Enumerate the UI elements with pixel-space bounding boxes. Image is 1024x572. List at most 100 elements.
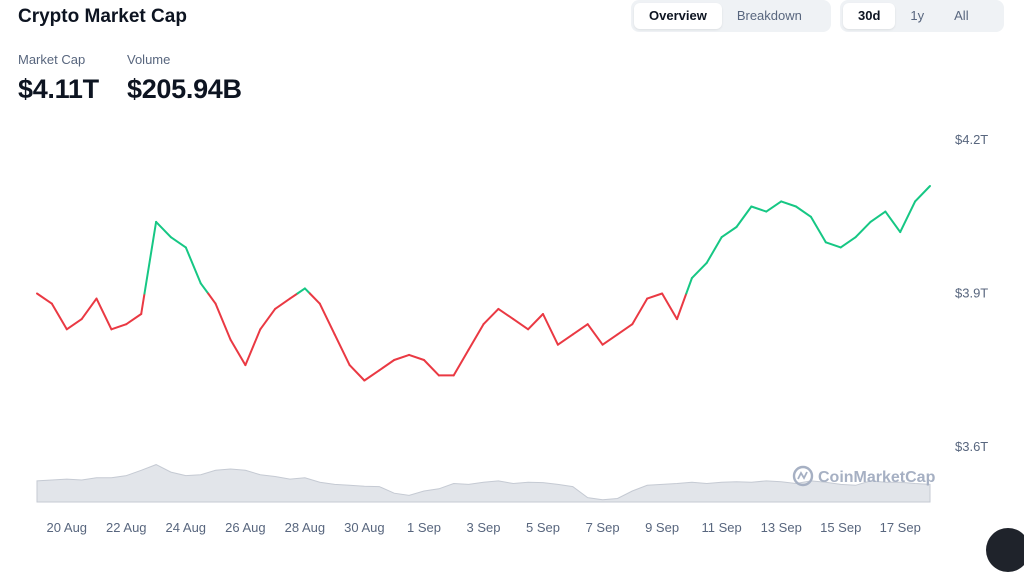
line-segment xyxy=(586,323,604,346)
y-tick-label: $3.9T xyxy=(955,286,988,301)
line-segment xyxy=(229,338,247,367)
watermark-text: CoinMarketCap xyxy=(818,469,936,486)
line-segment xyxy=(556,333,574,346)
line-segment xyxy=(408,353,425,361)
x-tick-label: 28 Aug xyxy=(285,520,326,535)
x-tick-label: 7 Sep xyxy=(586,520,620,535)
line-segment xyxy=(308,292,321,305)
line-segment xyxy=(140,292,146,315)
line-segment xyxy=(333,333,351,367)
line-segment xyxy=(318,302,336,336)
x-axis: 20 Aug 22 Aug 24 Aug 26 Aug 28 Aug 30 Aug 1 Se… xyxy=(47,520,921,535)
view-segmented-control: Overview Breakdown xyxy=(631,0,831,32)
line-segment xyxy=(631,297,649,326)
y-axis: $4.2T $3.9T $3.6T xyxy=(955,132,988,454)
line-segment xyxy=(646,292,664,300)
tab-breakdown[interactable]: Breakdown xyxy=(736,8,802,23)
line-segment xyxy=(839,236,857,249)
line-segment xyxy=(244,328,262,367)
y-tick-label: $4.2T xyxy=(955,132,988,147)
market-cap-chart[interactable]: $4.2T $3.9T $3.6T 20 Aug 22 Aug 24 Aug 26 Aug… xyxy=(0,0,1024,543)
line-segment xyxy=(780,200,797,208)
x-tick-label: 22 Aug xyxy=(106,520,147,535)
line-segment xyxy=(363,369,381,382)
line-segment xyxy=(143,220,158,295)
line-segment xyxy=(452,348,470,377)
line-segment xyxy=(393,353,411,361)
line-segment xyxy=(869,210,887,223)
line-segment xyxy=(110,323,128,331)
volume-value: $205.94B xyxy=(127,74,242,104)
y-tick-label: $3.6T xyxy=(955,439,988,454)
market-cap-label: Market Cap xyxy=(18,52,86,67)
line-segment xyxy=(207,292,217,305)
line-segment xyxy=(303,287,311,295)
line-segment xyxy=(296,287,306,295)
line-segment xyxy=(914,185,931,203)
line-segment xyxy=(809,215,827,244)
line-segment xyxy=(512,318,530,331)
line-segment xyxy=(795,205,812,218)
x-tick-label: 3 Sep xyxy=(467,520,501,535)
line-segment xyxy=(482,307,500,326)
line-segment xyxy=(199,282,210,295)
x-tick-label: 15 Sep xyxy=(820,520,861,535)
line-segment xyxy=(125,313,143,326)
line-segment xyxy=(527,313,544,331)
market-cap-value: $4.11T xyxy=(18,74,99,104)
line-segment xyxy=(50,302,68,331)
line-segment xyxy=(750,205,768,213)
line-segment xyxy=(824,241,842,249)
line-segment xyxy=(571,323,589,336)
line-segment xyxy=(616,323,634,336)
coinmarketcap-logo-icon xyxy=(792,465,814,487)
x-tick-label: 26 Aug xyxy=(225,520,266,535)
line-segment xyxy=(378,359,396,372)
x-tick-label: 30 Aug xyxy=(344,520,385,535)
chat-fab-button[interactable] xyxy=(986,528,1024,572)
line-segment xyxy=(720,226,738,239)
line-segment xyxy=(348,364,366,382)
x-tick-label: 24 Aug xyxy=(166,520,207,535)
line-segment xyxy=(497,307,515,321)
tab-overview[interactable]: Overview xyxy=(634,3,722,29)
x-tick-label: 17 Sep xyxy=(880,520,921,535)
page-title: Crypto Market Cap xyxy=(18,6,187,27)
x-tick-label: 9 Sep xyxy=(645,520,679,535)
line-segment xyxy=(259,307,277,331)
range-segmented-control: 30d 1y All xyxy=(840,0,1004,32)
coinmarketcap-watermark: CoinMarketCap xyxy=(792,465,936,487)
range-30d[interactable]: 30d xyxy=(843,3,896,29)
line-segment xyxy=(690,261,708,280)
line-segment xyxy=(274,297,291,310)
line-segment xyxy=(65,318,83,331)
line-segment xyxy=(854,220,872,239)
x-tick-label: 11 Sep xyxy=(701,520,741,535)
line-segment xyxy=(661,292,678,321)
line-segment xyxy=(542,313,559,346)
line-segment xyxy=(36,292,53,305)
range-all[interactable]: All xyxy=(954,8,969,23)
line-segment xyxy=(676,292,688,321)
market-cap-line xyxy=(36,185,931,382)
volume-label: Volume xyxy=(127,52,171,67)
line-segment xyxy=(80,297,98,321)
line-segment xyxy=(214,302,232,341)
line-segment xyxy=(423,359,440,377)
line-segment xyxy=(95,297,113,331)
line-segment xyxy=(705,236,723,264)
line-segment xyxy=(685,277,693,295)
volume-area-path xyxy=(36,464,931,503)
line-segment xyxy=(884,210,902,234)
x-tick-label: 13 Sep xyxy=(761,520,802,535)
line-segment xyxy=(735,205,753,228)
line-segment xyxy=(184,246,202,285)
line-segment xyxy=(155,220,172,239)
x-tick-label: 5 Sep xyxy=(526,520,560,535)
line-segment xyxy=(169,236,187,249)
range-1y[interactable]: 1y xyxy=(910,8,925,23)
line-segment xyxy=(467,323,485,351)
x-tick-label: 1 Sep xyxy=(407,520,441,535)
line-segment xyxy=(899,200,917,234)
x-tick-label: 20 Aug xyxy=(47,520,88,535)
